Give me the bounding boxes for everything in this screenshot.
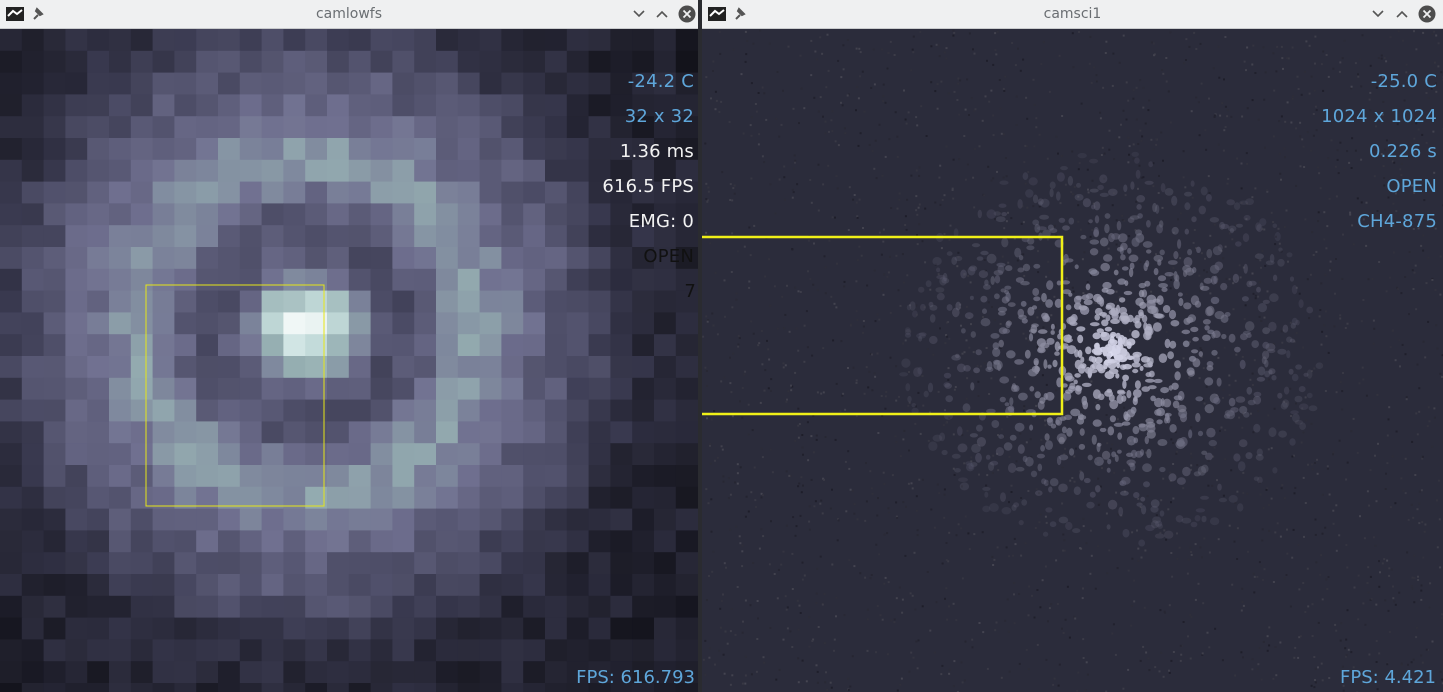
maximize-icon[interactable]	[1394, 6, 1410, 22]
roi-box	[145, 284, 325, 507]
frame-size-readout: 1024 x 1024	[1321, 106, 1437, 127]
fps-counter: FPS: 4.421	[1340, 667, 1436, 688]
exposure-readout: 1.36 ms	[619, 141, 694, 162]
roi-box	[702, 235, 1064, 416]
camsci1-titlebar[interactable]: camsci1	[702, 0, 1443, 29]
shutter-readout: OPEN	[1386, 176, 1437, 197]
temperature-readout: -25.0 C	[1370, 71, 1437, 92]
camlowfs-image	[0, 29, 698, 692]
temperature-readout: -24.2 C	[627, 71, 694, 92]
shutter-readout: OPEN	[643, 246, 694, 267]
camsci1-window: camsci1 -25.0 C 1024 x 1024 0.226 s OPEN…	[702, 0, 1443, 692]
extra-readout: 7	[684, 281, 696, 302]
exposure-readout: 0.226 s	[1368, 141, 1437, 162]
fps-counter: FPS: 616.793	[576, 667, 695, 688]
minimize-icon[interactable]	[631, 6, 647, 22]
close-icon[interactable]	[1418, 5, 1436, 23]
app-icon[interactable]	[5, 5, 25, 23]
minimize-icon[interactable]	[1370, 6, 1386, 22]
camlowfs-image-view[interactable]: -24.2 C 32 x 32 1.36 ms 616.5 FPS EMG: 0…	[0, 29, 698, 692]
fps-readout: 616.5 FPS	[602, 176, 694, 197]
pin-icon[interactable]	[31, 6, 45, 22]
camsci1-image-view[interactable]: -25.0 C 1024 x 1024 0.226 s OPEN CH4-875…	[702, 29, 1443, 692]
close-icon[interactable]	[678, 5, 696, 23]
frame-size-readout: 32 x 32	[624, 106, 694, 127]
window-title: camlowfs	[315, 6, 383, 22]
window-title: camsci1	[1043, 6, 1102, 22]
filter-readout: CH4-875	[1357, 211, 1437, 232]
camlowfs-window: camlowfs -24.2 C 32 x 32 1.36 ms 616.5 F…	[0, 0, 698, 692]
camsci1-image	[702, 29, 1443, 692]
window-separator	[698, 0, 702, 692]
maximize-icon[interactable]	[654, 6, 670, 22]
emg-readout: EMG: 0	[628, 211, 694, 232]
pin-icon[interactable]	[733, 6, 747, 22]
camlowfs-titlebar[interactable]: camlowfs	[0, 0, 698, 29]
app-icon[interactable]	[707, 5, 727, 23]
